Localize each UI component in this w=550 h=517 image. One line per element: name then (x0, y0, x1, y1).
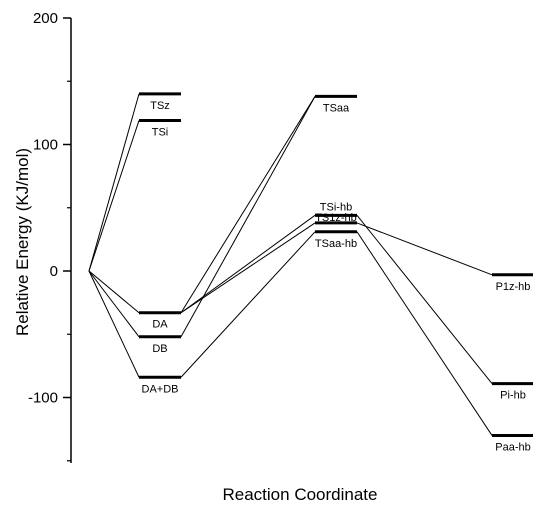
y-tick-label: 100 (33, 137, 58, 154)
level-label-tsaa-hb: TSaa-hb (315, 238, 357, 250)
axis-layer: 200 100 0 -100 (28, 10, 72, 463)
level-label-ts1z-hb: TS1z-hb (315, 212, 357, 224)
connector-line (180, 96, 316, 338)
connector-line (88, 270, 140, 338)
level-label-tsi: TSi (152, 126, 169, 138)
level-label-tsi-hb: TSi-hb (320, 201, 352, 213)
level-label-p1z-hb: P1z-hb (496, 281, 531, 293)
y-tick-label: 200 (33, 10, 58, 27)
level-label-tsaa: TSaa (323, 102, 350, 114)
level-label-da-db: DA+DB (142, 383, 179, 395)
y-tick-label: 0 (50, 263, 58, 280)
connector-line (180, 222, 316, 314)
connector-line (88, 270, 140, 378)
level-label-paa-hb: Paa-hb (495, 441, 530, 453)
y-tick-label: -100 (28, 390, 58, 407)
level-layer (139, 92, 533, 437)
level-label-tsz: TSz (150, 100, 170, 112)
connector-line (356, 222, 493, 276)
connector-line (180, 96, 316, 314)
connector-line (356, 215, 493, 384)
connector-layer (88, 93, 493, 436)
connector-line (88, 120, 140, 272)
y-axis-title: Relative Energy (KJ/mol) (13, 148, 32, 336)
connector-line (88, 93, 140, 272)
level-label-pi-hb: Pi-hb (500, 390, 526, 402)
connector-line (356, 231, 493, 436)
level-label-da: DA (152, 319, 168, 331)
level-label-db: DB (152, 343, 167, 355)
connector-line (180, 231, 316, 378)
connector-line (180, 214, 316, 314)
connector-line (88, 270, 140, 314)
x-axis-title: Reaction Coordinate (223, 485, 378, 504)
